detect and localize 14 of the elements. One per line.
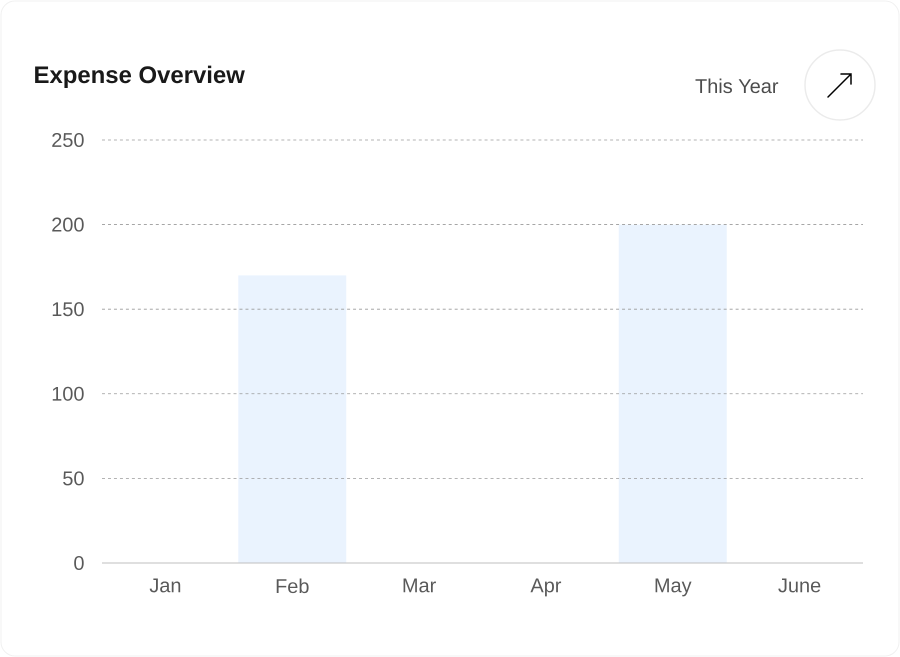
x-tick-label: May bbox=[656, 578, 692, 596]
y-tick-label: 50 bbox=[63, 471, 84, 486]
y-tick-label: 100 bbox=[52, 386, 84, 401]
x-tick-label: Feb bbox=[276, 578, 309, 594]
x-tick-label: Apr bbox=[530, 578, 562, 596]
x-tick-label: Mar bbox=[404, 578, 436, 592]
y-tick-label: 200 bbox=[52, 218, 84, 232]
chart-title: Expense Overview bbox=[35, 66, 245, 88]
y-tick-label: 250 bbox=[52, 132, 84, 148]
text: This Year bbox=[696, 78, 778, 94]
y-tick-label: 150 bbox=[52, 302, 84, 316]
x-tick-label: Jan bbox=[150, 578, 180, 592]
x-tick-label: June bbox=[778, 578, 820, 592]
y-tick-label: 0 bbox=[74, 556, 84, 570]
